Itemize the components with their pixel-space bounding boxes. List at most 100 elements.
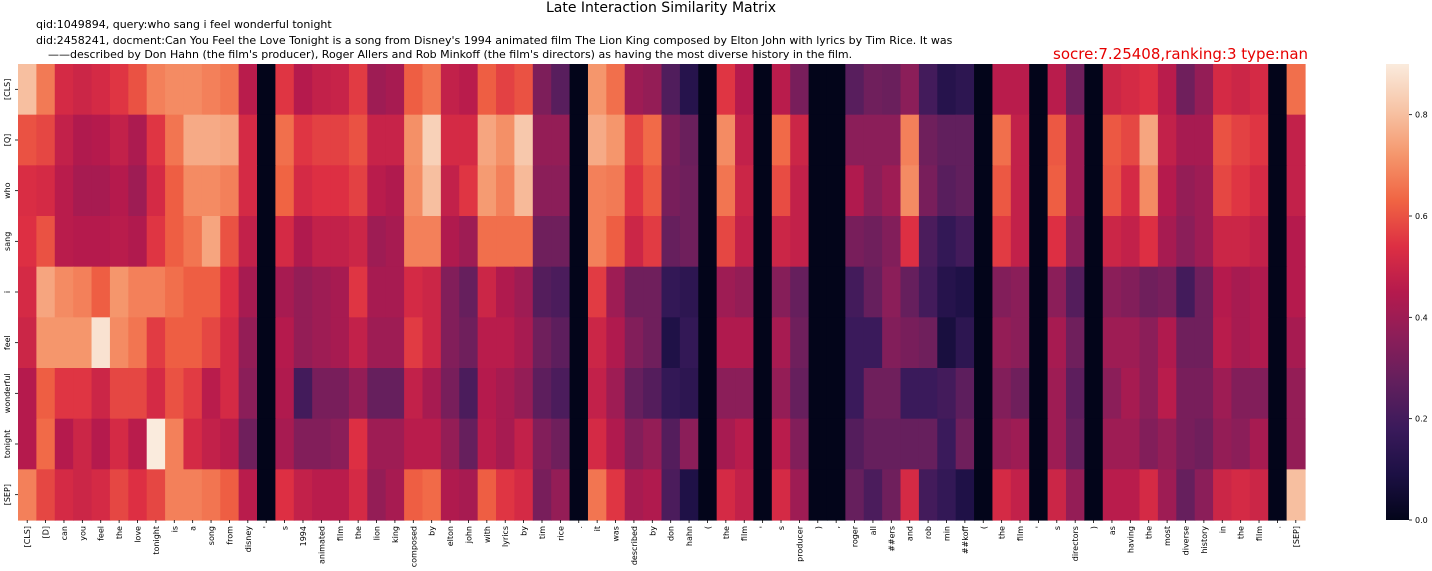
heatmap-cell xyxy=(1029,266,1049,318)
heatmap-cell xyxy=(606,266,626,318)
column-label: don xyxy=(667,526,676,541)
heatmap-cell xyxy=(18,317,37,369)
heatmap-cell xyxy=(551,266,571,318)
colorbar-tick-label: 0.2 xyxy=(1415,415,1428,424)
heatmap-cell xyxy=(1231,216,1251,268)
column-label: having xyxy=(1126,526,1135,553)
heatmap-cell xyxy=(1231,469,1251,521)
heatmap-cell xyxy=(18,418,37,470)
heatmap-cell xyxy=(698,469,718,521)
heatmap-cell xyxy=(661,317,681,369)
heatmap-cell xyxy=(624,418,644,470)
heatmap-cell xyxy=(1065,165,1085,217)
heatmap-cell xyxy=(1231,368,1251,420)
heatmap-cell xyxy=(91,368,111,420)
heatmap-cell xyxy=(1268,418,1288,470)
score-ranking-label: socre:7.25408,ranking:3 type:nan xyxy=(1053,45,1309,63)
heatmap-cell xyxy=(348,317,368,369)
heatmap-cell xyxy=(882,114,902,166)
heatmap-cell xyxy=(440,114,460,166)
heatmap-cell xyxy=(348,114,368,166)
heatmap-cell xyxy=(569,469,589,521)
column-label: s xyxy=(1053,526,1062,530)
heatmap-cell xyxy=(900,469,920,521)
heatmap-cell xyxy=(91,64,111,116)
column-label: film xyxy=(1255,526,1264,541)
heatmap-cell xyxy=(753,469,773,521)
heatmap-cell xyxy=(1139,418,1159,470)
heatmap-cell xyxy=(496,418,516,470)
heatmap-cell xyxy=(73,418,93,470)
heatmap-cell xyxy=(606,216,626,268)
column-label: ) xyxy=(814,526,823,529)
heatmap-cell xyxy=(587,216,607,268)
heatmap-cell xyxy=(275,216,295,268)
heatmap-cell xyxy=(955,114,975,166)
heatmap-cell xyxy=(569,266,589,318)
heatmap-cell xyxy=(845,64,865,116)
heatmap-cell xyxy=(790,216,810,268)
column-label: rice xyxy=(556,526,565,541)
heatmap-cell xyxy=(1121,165,1141,217)
heatmap-cell xyxy=(73,368,93,420)
heatmap-cell xyxy=(1176,368,1196,420)
heatmap-cell xyxy=(183,64,203,116)
column-label: [D] xyxy=(42,526,51,538)
column-label: all xyxy=(869,526,878,535)
heatmap-cell xyxy=(808,114,828,166)
column-label: ( xyxy=(703,526,712,529)
heatmap-cell xyxy=(532,266,552,318)
heatmap-cell xyxy=(882,368,902,420)
heatmap-cell xyxy=(587,418,607,470)
heatmap-cell xyxy=(1194,165,1214,217)
heatmap-cell xyxy=(1176,317,1196,369)
heatmap-cell xyxy=(238,317,258,369)
heatmap-cell xyxy=(91,266,111,318)
heatmap-cell xyxy=(1065,266,1085,318)
heatmap-cell xyxy=(330,216,350,268)
heatmap-cell xyxy=(54,64,74,116)
heatmap-cell xyxy=(440,64,460,116)
document-info-continued: ——described by Don Hahn (the film's prod… xyxy=(48,48,853,61)
heatmap-cell xyxy=(404,216,424,268)
column-label: ##ers xyxy=(887,526,896,552)
heatmap-cell xyxy=(293,368,313,420)
heatmap-cell xyxy=(974,114,994,166)
heatmap-cell xyxy=(1157,216,1177,268)
heatmap-cell xyxy=(477,418,497,470)
column-label: [SEP] xyxy=(1292,526,1301,547)
heatmap-cell xyxy=(1047,469,1067,521)
heatmap-cell xyxy=(128,469,148,521)
heatmap-cell xyxy=(1121,114,1141,166)
heatmap-cell xyxy=(275,317,295,369)
heatmap-cell xyxy=(348,64,368,116)
heatmap-cell xyxy=(1010,266,1030,318)
heatmap-cell xyxy=(293,418,313,470)
heatmap-cell xyxy=(918,266,938,318)
heatmap-cell xyxy=(992,317,1012,369)
heatmap-cell xyxy=(404,317,424,369)
heatmap-cell xyxy=(477,266,497,318)
heatmap-cell xyxy=(937,368,957,420)
column-label: disney xyxy=(244,526,253,552)
heatmap-cell xyxy=(440,266,460,318)
heatmap-cell xyxy=(312,418,332,470)
heatmap-cell xyxy=(1010,64,1030,116)
heatmap-cell xyxy=(606,469,626,521)
column-label: tim xyxy=(538,526,547,539)
column-label: john xyxy=(464,526,473,544)
heatmap-cell xyxy=(1121,317,1141,369)
heatmap-cell xyxy=(1194,469,1214,521)
heatmap-cell xyxy=(900,114,920,166)
heatmap-cell xyxy=(790,114,810,166)
heatmap-cell xyxy=(826,469,846,521)
column-label: the xyxy=(1145,526,1154,539)
column-label: directors xyxy=(1071,526,1080,561)
heatmap-cell xyxy=(1231,266,1251,318)
heatmap-cell xyxy=(165,64,185,116)
heatmap-cell xyxy=(955,64,975,116)
heatmap-cell xyxy=(882,469,902,521)
heatmap-cell xyxy=(1176,64,1196,116)
heatmap-cell xyxy=(220,114,240,166)
column-label: it xyxy=(593,526,602,531)
